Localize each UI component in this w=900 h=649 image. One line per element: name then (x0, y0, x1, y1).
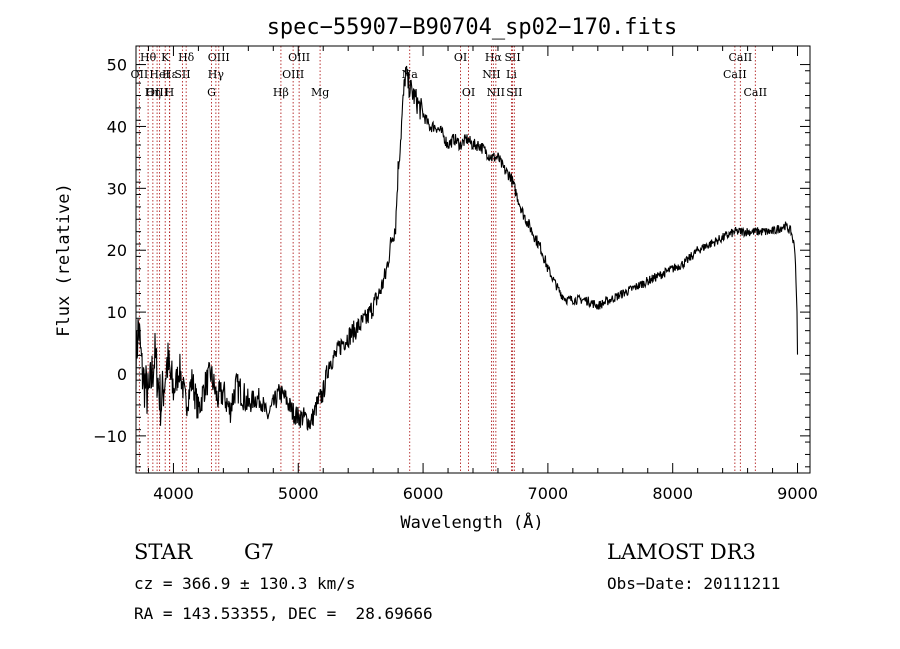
x-tick-label: 5000 (278, 484, 319, 503)
object-class: STAR (134, 540, 193, 564)
y-tick-label: 50 (107, 56, 127, 75)
y-tick-label: 20 (107, 241, 127, 260)
line-marker-label: Hβ (273, 86, 289, 99)
line-marker-label: SII (504, 51, 520, 64)
y-tick-label: 10 (107, 303, 127, 322)
x-axis-ticks: 4000 5000 6000 7000 8000 9000 (147, 46, 818, 503)
line-marker-label: OIII (146, 86, 168, 99)
line-marker-label: G (207, 86, 216, 99)
line-marker-label: Hδ (178, 51, 195, 64)
line-markers: HθOIIOIIIKHεHηHδHeIHOIIISIIGHγOIIIOIIIHβ… (131, 46, 767, 473)
line-marker-label: OII (131, 68, 149, 81)
line-marker-label: OI (454, 51, 467, 64)
line-marker-label: Hη (145, 86, 161, 99)
line-marker-label: OI (462, 86, 475, 99)
line-marker-label: CaII (729, 51, 753, 64)
line-marker-label: SII (174, 68, 190, 81)
y-axis-ticks: −10 0 10 20 30 40 50 (93, 56, 810, 468)
chart-title: spec−55907−B90704_sp02−170.fits (267, 15, 678, 40)
y-tick-label: 30 (107, 179, 127, 198)
y-tick-label: 40 (107, 117, 127, 136)
line-marker-label: SII (506, 86, 522, 99)
line-marker-label: OIII (282, 68, 304, 81)
x-tick-label: 4000 (153, 484, 194, 503)
x-tick-label: 9000 (777, 484, 818, 503)
y-tick-label: −10 (93, 427, 127, 446)
line-marker-label: OIII (288, 51, 310, 64)
line-marker-label: Hγ (208, 68, 225, 81)
line-marker-label: K (161, 51, 170, 64)
plot-frame (135, 45, 811, 474)
x-axis-label: Wavelength (Å) (400, 511, 543, 533)
line-marker-label: CaII (723, 68, 747, 81)
x-tick-label: 8000 (652, 484, 693, 503)
spectrum-line (135, 65, 799, 431)
line-marker-label: Li (506, 68, 517, 81)
observation-date: Obs−Date: 20111211 (607, 574, 781, 593)
y-axis-label: Flux (relative) (54, 183, 74, 337)
line-marker-label: H (165, 86, 175, 99)
x-tick-label: 6000 (403, 484, 444, 503)
coordinates: RA = 143.53355, DEC = 28.69666 (134, 604, 433, 623)
redshift-velocity: cz = 366.9 ± 130.3 km/s (134, 574, 356, 593)
object-subclass: G7 (244, 540, 275, 564)
line-marker-label: Hθ (140, 51, 157, 64)
line-marker-label: CaII (743, 86, 767, 99)
spectrum-series (135, 65, 799, 431)
survey-name: LAMOST DR3 (607, 540, 756, 564)
line-marker-label: HeI (149, 68, 169, 81)
line-marker-label: OIII (208, 51, 230, 64)
line-marker-label: Mg (311, 86, 329, 99)
line-marker-label: Hα (485, 51, 503, 64)
line-marker-label: NII (482, 68, 500, 81)
y-tick-label: 0 (117, 365, 127, 384)
x-tick-label: 7000 (528, 484, 569, 503)
line-marker-label: NII (487, 86, 505, 99)
